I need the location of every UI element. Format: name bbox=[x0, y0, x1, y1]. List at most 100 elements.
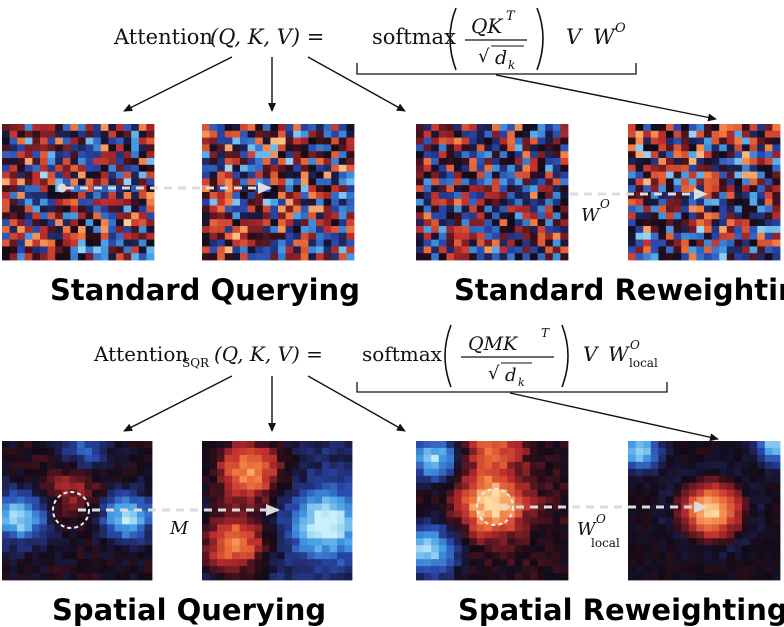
heatmap-cell bbox=[749, 475, 758, 484]
heatmap-cell bbox=[431, 482, 440, 491]
heatmap-cell bbox=[560, 496, 569, 504]
heatmap-cell bbox=[522, 178, 531, 186]
heatmap-cell bbox=[461, 441, 470, 449]
heatmap-cell bbox=[764, 482, 773, 491]
heatmap-cell bbox=[9, 171, 18, 179]
heatmap-cell bbox=[537, 441, 546, 449]
heatmap-cell bbox=[316, 130, 324, 138]
heatmap-cell bbox=[262, 232, 271, 240]
heatmap-cell bbox=[322, 552, 330, 560]
heatmap-cell bbox=[742, 192, 750, 200]
heatmap-cell bbox=[476, 226, 485, 234]
heatmap-cell bbox=[17, 517, 25, 525]
heatmap-cell bbox=[650, 482, 659, 491]
heatmap-cell bbox=[438, 151, 447, 159]
heatmap-cell bbox=[772, 545, 781, 553]
heatmap-cell bbox=[69, 468, 78, 477]
heatmap-cell bbox=[285, 239, 294, 247]
heatmap-cell bbox=[704, 538, 712, 546]
heatmap-cell bbox=[24, 232, 33, 240]
heatmap-cell bbox=[537, 198, 546, 206]
heatmap-cell bbox=[32, 205, 41, 213]
heatmap-cell bbox=[635, 503, 644, 511]
heatmap-cell bbox=[757, 496, 766, 504]
heatmap-cell bbox=[545, 130, 554, 138]
heatmap-cell bbox=[507, 137, 516, 145]
heatmap-cell bbox=[681, 545, 690, 553]
heatmap-cell bbox=[322, 461, 330, 470]
heatmap-cell bbox=[32, 461, 40, 470]
heatmap-cell bbox=[666, 130, 674, 138]
heatmap-cell bbox=[545, 461, 554, 470]
heatmap-cell bbox=[329, 552, 338, 560]
heatmap-cell bbox=[492, 239, 500, 247]
heatmap-cell bbox=[552, 489, 561, 497]
heatmap-cell bbox=[55, 212, 64, 220]
heatmap-cell bbox=[146, 205, 155, 213]
heatmap-cell bbox=[232, 461, 240, 470]
heatmap-cell bbox=[17, 454, 25, 463]
heatmap-cell bbox=[331, 137, 340, 145]
heatmap-cell bbox=[673, 124, 682, 132]
heatmap-cell bbox=[734, 573, 743, 581]
heatmap-cell bbox=[696, 137, 705, 145]
heatmap-cell bbox=[146, 130, 155, 138]
heatmap-cell bbox=[469, 226, 478, 234]
heatmap-cell bbox=[137, 545, 145, 553]
heatmap-cell bbox=[560, 239, 569, 247]
heatmap-cell bbox=[54, 559, 63, 567]
heatmap-cell bbox=[681, 226, 690, 234]
heatmap-cell bbox=[232, 545, 240, 553]
heatmap-cell bbox=[32, 246, 41, 254]
heatmap-cell bbox=[316, 192, 324, 200]
heatmap-cell bbox=[314, 468, 323, 477]
heatmap-cell bbox=[696, 468, 705, 477]
heatmap-cell bbox=[270, 178, 279, 186]
heatmap-cell bbox=[461, 510, 470, 518]
heatmap-cell bbox=[337, 503, 345, 511]
heatmap-cell bbox=[719, 137, 728, 145]
heatmap-cell bbox=[688, 545, 697, 553]
heatmap-cell bbox=[742, 205, 750, 213]
heatmap-cell bbox=[560, 232, 569, 240]
heatmap-cell bbox=[537, 538, 546, 546]
heatmap-cell bbox=[681, 219, 690, 227]
heatmap-cell bbox=[696, 552, 705, 560]
heatmap-cell bbox=[85, 171, 94, 179]
heatmap-cell bbox=[138, 253, 147, 261]
heatmap-cell bbox=[269, 475, 278, 484]
heatmap-cell bbox=[99, 524, 108, 532]
heatmap-cell bbox=[764, 468, 773, 477]
heatmap-cell bbox=[704, 545, 712, 553]
heatmap-cell bbox=[47, 246, 56, 254]
heatmap-cell bbox=[329, 475, 338, 484]
heatmap-cell bbox=[688, 219, 697, 227]
heatmap-cell bbox=[673, 205, 682, 213]
heatmap-cell bbox=[726, 239, 735, 247]
heatmap-cell bbox=[492, 482, 500, 491]
heatmap-cell bbox=[446, 517, 455, 525]
heatmap-cell bbox=[9, 510, 18, 518]
heatmap-cell bbox=[114, 517, 123, 525]
heatmap-cell bbox=[492, 496, 500, 504]
heatmap-cell bbox=[681, 475, 690, 484]
heatmap-cell bbox=[499, 192, 508, 200]
heatmap-cell bbox=[240, 219, 248, 227]
heatmap-cell bbox=[70, 164, 79, 172]
heatmap-cell bbox=[9, 158, 18, 166]
heatmap-cell bbox=[92, 496, 100, 504]
heatmap-cell bbox=[217, 226, 226, 234]
heatmap-cell bbox=[337, 517, 345, 525]
heatmap-cell bbox=[84, 461, 93, 470]
heatmap-cell bbox=[772, 475, 781, 484]
heatmap-cell bbox=[346, 205, 355, 213]
heatmap-cell bbox=[337, 496, 345, 504]
heatmap-cell bbox=[742, 226, 750, 234]
heatmap-cell bbox=[146, 226, 155, 234]
heatmap-cell bbox=[78, 246, 86, 254]
heatmap-cell bbox=[78, 158, 86, 166]
heatmap-cell bbox=[552, 192, 561, 200]
heatmap-cell bbox=[484, 164, 493, 172]
heatmap-cell bbox=[507, 489, 516, 497]
heatmap-cell bbox=[673, 566, 682, 574]
